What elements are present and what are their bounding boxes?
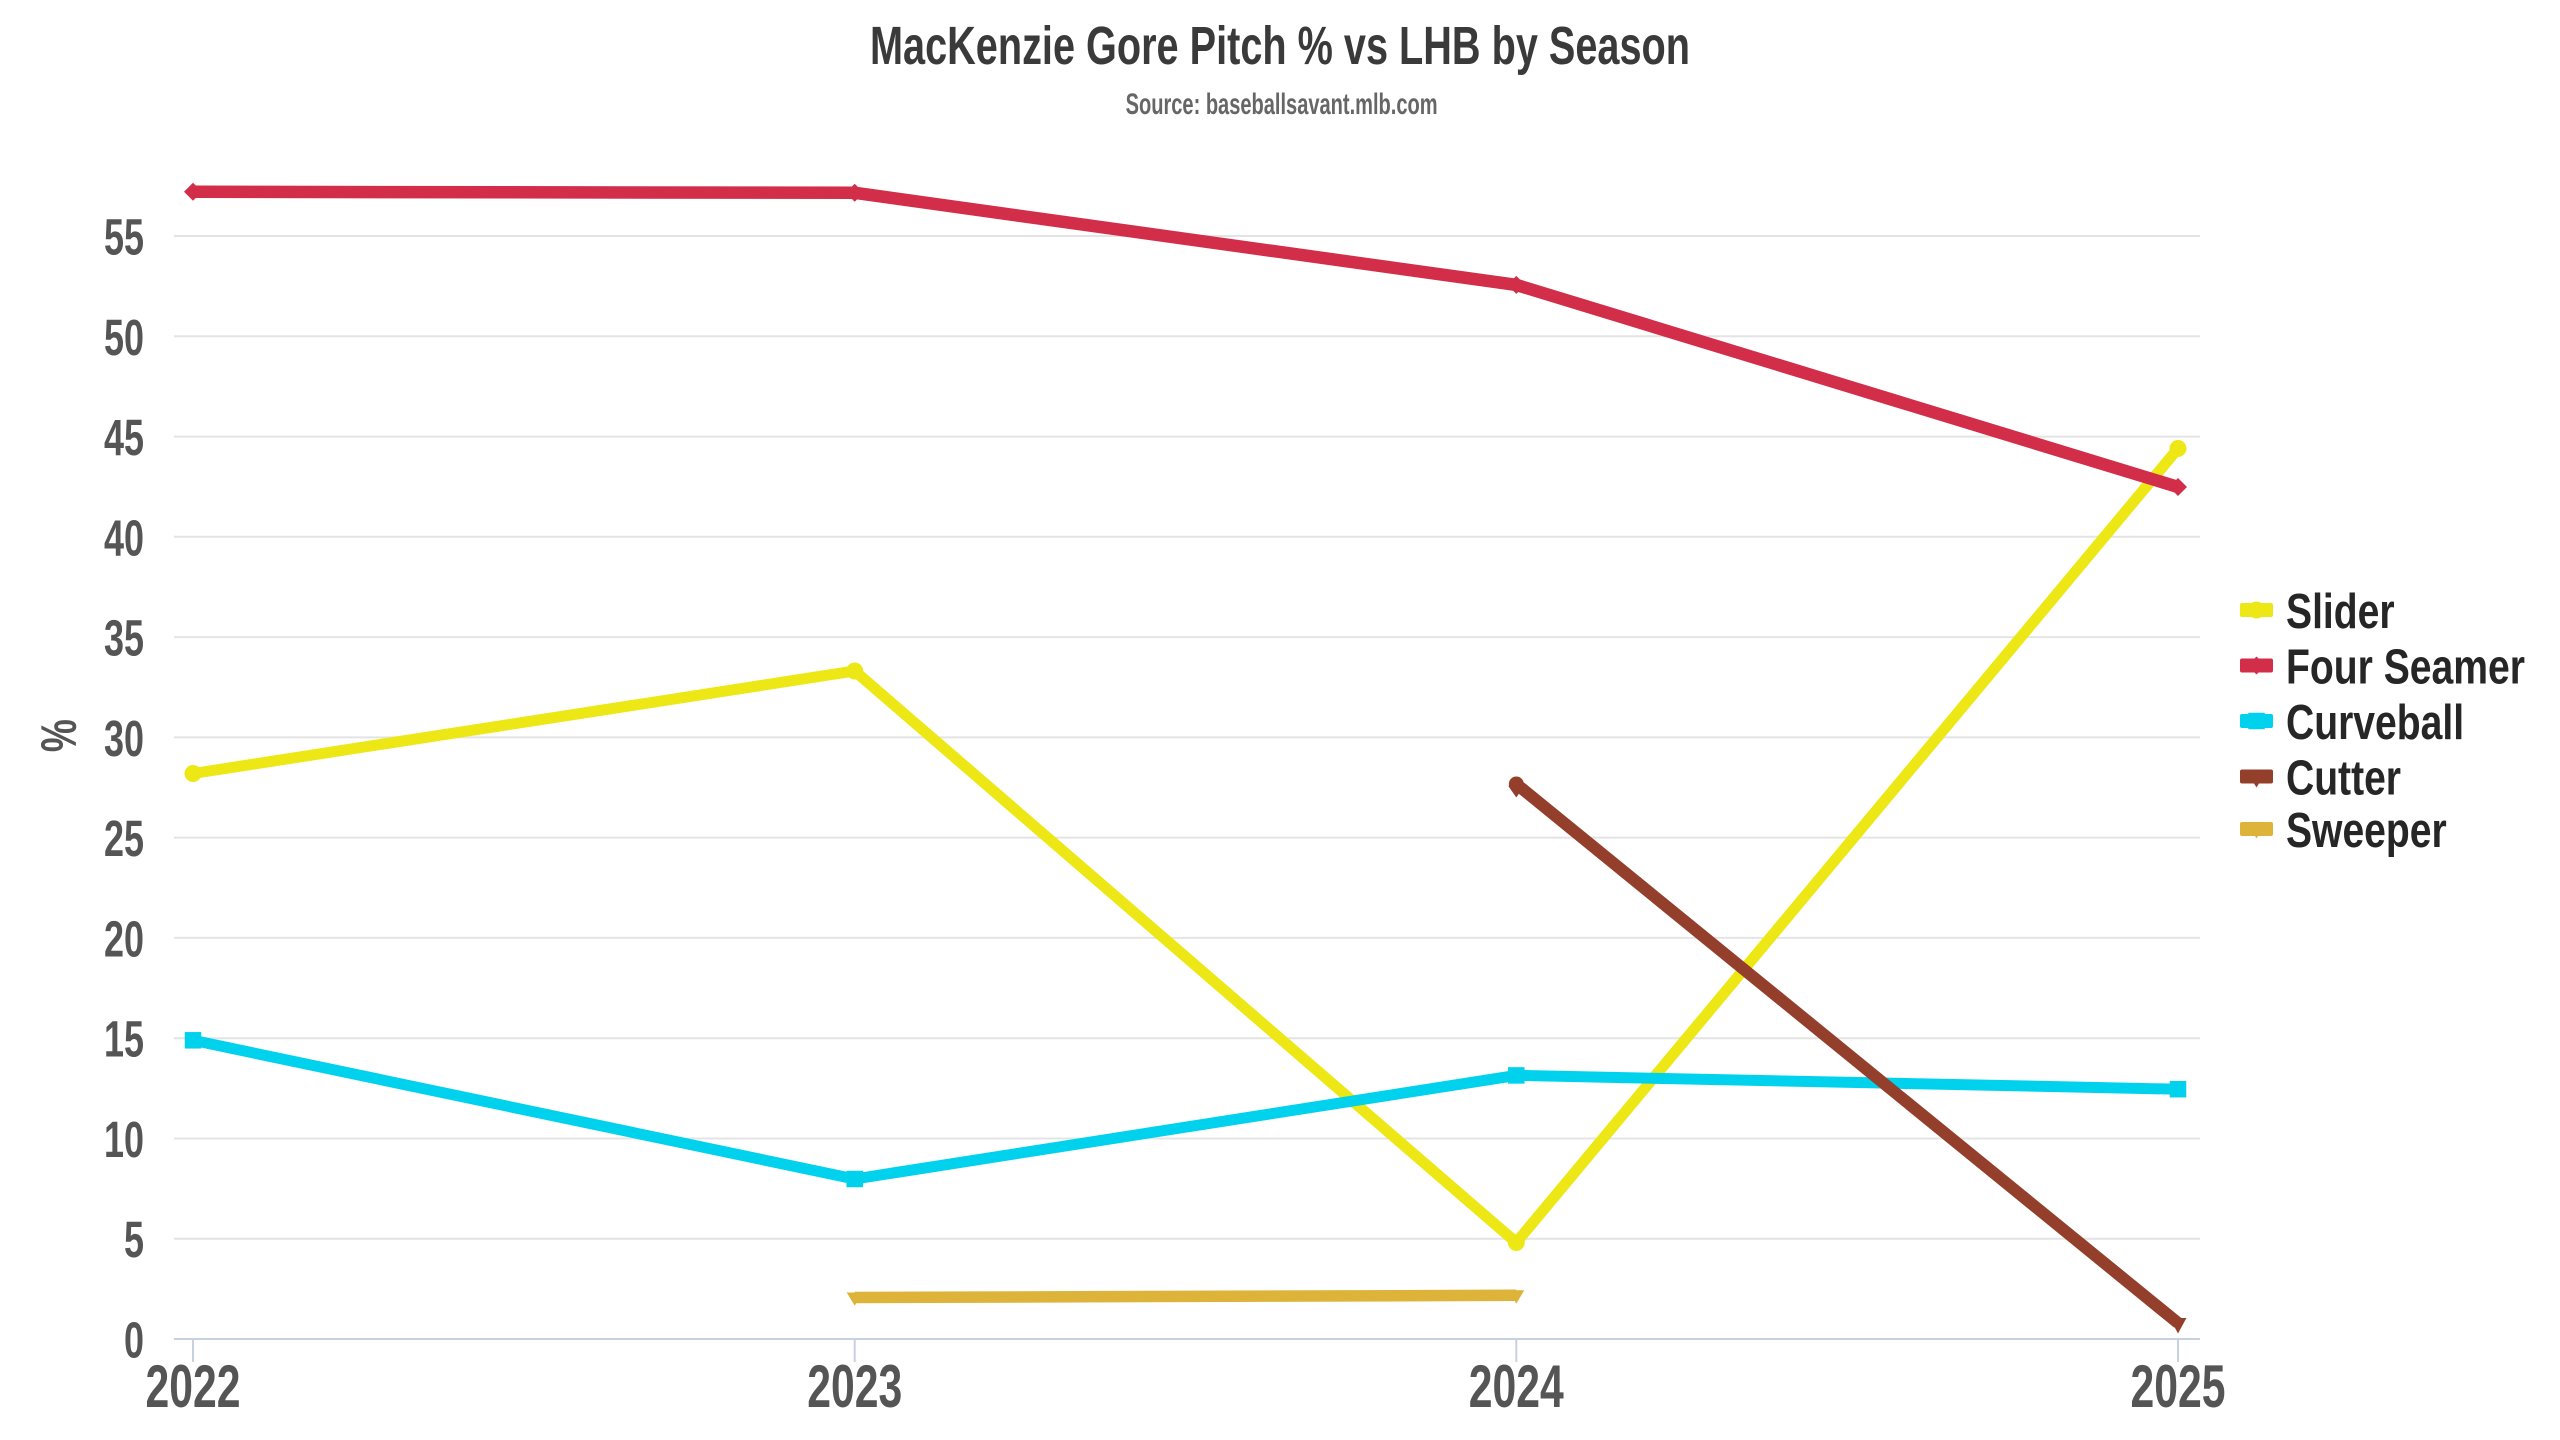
svg-text:15: 15 (104, 1011, 144, 1068)
svg-text:0: 0 (124, 1312, 144, 1369)
svg-text:35: 35 (104, 610, 144, 667)
svg-text:Slider: Slider (2286, 584, 2395, 639)
svg-text:Four Seamer: Four Seamer (2286, 640, 2525, 695)
svg-text:%: % (31, 719, 87, 752)
svg-text:25: 25 (104, 810, 144, 867)
svg-text:50: 50 (104, 309, 144, 366)
svg-text:45: 45 (104, 409, 144, 466)
svg-text:10: 10 (104, 1111, 144, 1168)
svg-text:40: 40 (104, 509, 144, 566)
svg-text:Sweeper: Sweeper (2286, 803, 2447, 858)
svg-text:5: 5 (124, 1211, 144, 1268)
svg-text:2024: 2024 (1469, 1352, 1564, 1420)
svg-text:Source: baseballsavant.mlb.com: Source: baseballsavant.mlb.com (1126, 88, 1438, 121)
svg-text:30: 30 (104, 710, 144, 767)
svg-text:Curveball: Curveball (2286, 695, 2464, 750)
svg-text:2025: 2025 (2131, 1352, 2226, 1420)
svg-text:2023: 2023 (807, 1352, 902, 1420)
svg-text:20: 20 (104, 910, 144, 967)
svg-text:55: 55 (104, 209, 144, 266)
svg-text:2022: 2022 (146, 1352, 241, 1420)
svg-text:MacKenzie Gore Pitch % vs LHB: MacKenzie Gore Pitch % vs LHB by Season (870, 17, 1690, 76)
svg-text:Cutter: Cutter (2286, 751, 2401, 806)
